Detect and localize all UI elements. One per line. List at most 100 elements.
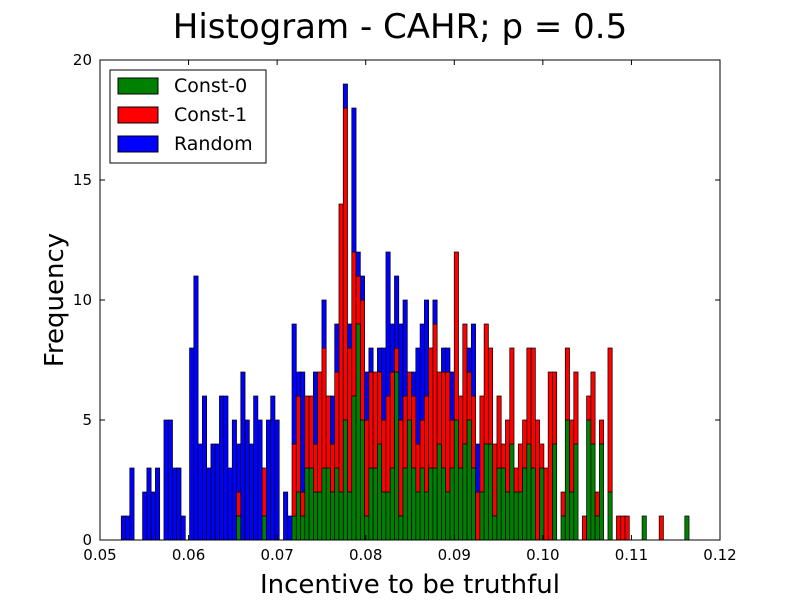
bar-random-18 [197, 443, 203, 541]
bar-const-0-71 [424, 491, 429, 541]
bar-const-0-47 [321, 467, 327, 541]
bar-const-0-44 [308, 467, 314, 541]
bar-random-54 [351, 107, 357, 253]
bar-const-1-47 [321, 347, 327, 469]
bar-const-0-49 [330, 491, 336, 541]
bar-random-52 [342, 83, 348, 109]
bar-const-1-64 [394, 347, 400, 373]
bar-const-1-95 [526, 347, 532, 445]
bar-const-0-132 [684, 515, 690, 541]
bar-random-23 [219, 395, 225, 541]
bar-const-0-89 [500, 467, 506, 541]
bar-const-1-33 [261, 467, 267, 517]
bar-const-0-79 [458, 467, 464, 541]
bar-random-71 [424, 299, 429, 397]
bar-const-1-88 [496, 395, 502, 469]
x-axis-label: Incentive to be truthful [260, 570, 560, 600]
bar-const-0-55 [355, 323, 361, 541]
bar-random-57 [364, 371, 370, 421]
bar-const-1-63 [389, 371, 395, 469]
x-tick-label: 0.07 [260, 546, 293, 564]
bar-random-38 [283, 491, 289, 541]
bar-const-1-77 [449, 419, 455, 469]
bar-random-66 [402, 299, 408, 397]
bar-const-0-63 [389, 467, 395, 541]
bar-const-1-98 [539, 443, 545, 469]
bar-random-26 [231, 419, 237, 541]
bar-const-1-53 [347, 347, 353, 493]
bar-const-0-98 [539, 467, 545, 541]
bar-random-0 [120, 515, 126, 541]
bar-const-1-27 [236, 491, 242, 517]
bar-const-1-117 [620, 515, 626, 541]
bar-const-1-57 [364, 419, 370, 517]
bar-random-1 [125, 515, 131, 541]
bar-const-0-114 [607, 491, 613, 541]
bar-random-7 [150, 491, 156, 541]
bar-const-1-52 [342, 107, 348, 421]
bar-const-1-86 [488, 347, 494, 445]
bar-const-1-66 [402, 395, 408, 469]
bar-const-0-41 [295, 491, 301, 541]
bar-const-1-80 [462, 323, 468, 445]
bar-random-27 [236, 443, 242, 493]
bar-random-21 [210, 443, 216, 541]
bar-const-1-85 [483, 323, 489, 445]
bar-random-41 [295, 371, 301, 397]
bar-const-1-112 [599, 419, 605, 445]
bar-const-0-77 [449, 467, 455, 541]
bar-const-0-59 [372, 467, 378, 541]
bar-const-0-33 [261, 515, 267, 541]
bar-const-1-51 [338, 203, 344, 493]
bar-random-76 [445, 347, 451, 373]
bar-random-58 [368, 347, 374, 373]
x-axis-ticks: 0.05 0.06 0.07 0.08 0.09 0.10 0.11 0.12 [83, 60, 737, 564]
bar-const-0-61 [381, 491, 387, 541]
bar-random-49 [330, 395, 336, 445]
bar-const-0-65 [398, 515, 404, 541]
legend-label-const-0: Const-0 [174, 75, 247, 97]
y-tick-label: 15 [73, 171, 92, 189]
bar-const-0-82 [470, 467, 476, 541]
bar-const-1-75 [441, 371, 447, 469]
bar-const-1-93 [517, 443, 523, 493]
bar-const-1-46 [317, 371, 323, 493]
bar-const-0-78 [453, 419, 459, 541]
legend-swatch-random [117, 135, 159, 153]
y-tick-label: 10 [73, 291, 92, 309]
bar-random-40 [291, 323, 297, 445]
bar-const-1-118 [624, 515, 630, 541]
legend-label-const-1: Const-1 [174, 104, 247, 126]
bar-const-0-84 [479, 491, 485, 541]
bar-const-1-111 [594, 491, 600, 517]
bar-const-0-90 [505, 491, 511, 541]
bar-const-1-59 [372, 371, 378, 469]
bar-const-0-103 [560, 515, 566, 541]
bar-const-1-96 [530, 347, 536, 469]
bar-random-77 [449, 371, 455, 421]
bar-random-69 [415, 347, 421, 445]
bar-const-1-67 [406, 371, 412, 421]
bar-const-0-112 [599, 443, 605, 541]
bar-const-1-99 [543, 467, 549, 541]
bar-random-42 [300, 371, 306, 493]
bar-const-1-114 [607, 347, 613, 493]
y-tick-label: 20 [73, 51, 92, 69]
x-tick-label: 0.11 [615, 546, 648, 564]
bar-random-11 [167, 419, 173, 541]
x-tick-label: 0.06 [172, 546, 205, 564]
bar-random-5 [142, 491, 148, 541]
bar-const-1-103 [560, 491, 566, 517]
bar-random-2 [129, 467, 135, 541]
bar-const-1-91 [509, 347, 515, 445]
bar-random-70 [419, 323, 425, 421]
bar-const-0-42 [300, 515, 306, 541]
bar-const-1-69 [415, 443, 421, 493]
bar-const-1-60 [377, 371, 383, 445]
bar-const-1-105 [569, 419, 575, 493]
bar-random-32 [257, 419, 263, 541]
bar-const-0-70 [419, 467, 425, 541]
bar-random-31 [253, 395, 259, 541]
bar-const-1-62 [385, 395, 391, 493]
